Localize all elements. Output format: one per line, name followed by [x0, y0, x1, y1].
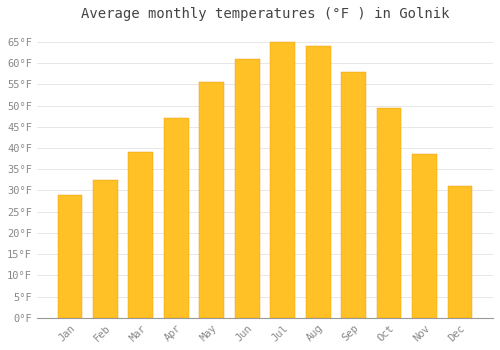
Bar [235, 59, 260, 318]
Bar [200, 82, 224, 318]
Bar [128, 152, 154, 318]
Bar [93, 180, 118, 318]
Bar [341, 71, 366, 318]
Bar [306, 46, 330, 318]
Bar [58, 195, 82, 318]
Bar [164, 118, 188, 318]
Bar [412, 154, 437, 318]
Title: Average monthly temperatures (°F ) in Golnik: Average monthly temperatures (°F ) in Go… [80, 7, 449, 21]
Bar [270, 42, 295, 318]
Bar [448, 186, 472, 318]
Bar [376, 108, 402, 318]
